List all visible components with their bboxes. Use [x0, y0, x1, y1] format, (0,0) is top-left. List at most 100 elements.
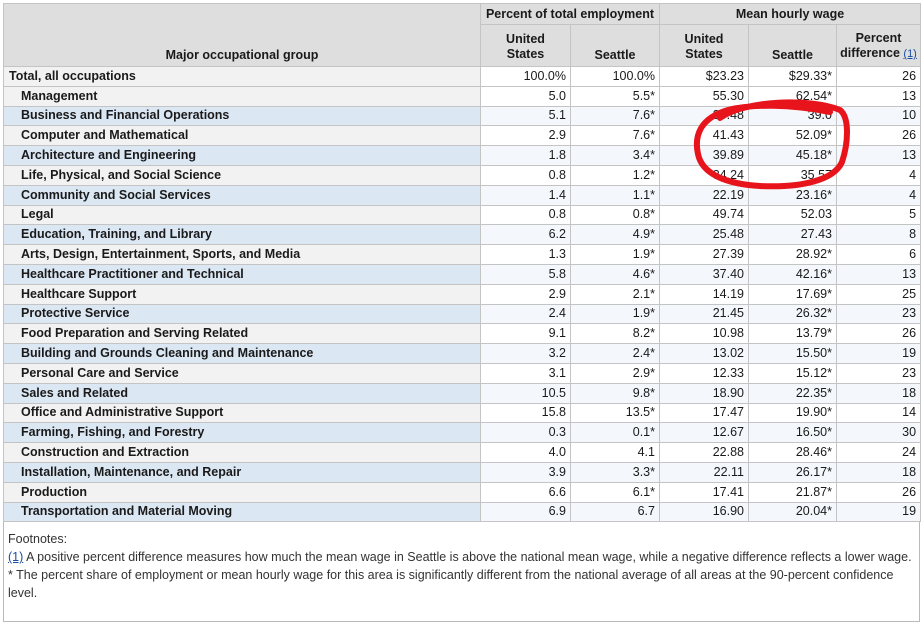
wage-us-cell: 55.30: [659, 85, 749, 107]
emp-seattle-cell: 2.9*: [570, 362, 660, 384]
header-wage-group: Mean hourly wage: [658, 3, 922, 25]
table-row: Personal Care and Service 3.1 2.9* 12.33 15.…: [3, 362, 922, 384]
wage-seattle-cell: 21.87*: [748, 481, 837, 503]
percent-difference-cell: 30: [835, 422, 922, 444]
percent-difference-cell: 26: [835, 125, 922, 147]
wage-us-cell: 12.67: [659, 422, 749, 444]
emp-us-cell: 1.3: [480, 244, 571, 265]
footnote-1-ref-link[interactable]: (1): [8, 550, 24, 565]
wage-seattle-cell: 26.32*: [748, 303, 837, 325]
header-emp-seattle: Seattle: [570, 24, 660, 67]
wage-seattle-cell: 23.16*: [748, 184, 837, 206]
emp-seattle-cell: 100.0%: [570, 66, 660, 87]
table-row: Arts, Design, Entertainment, Sports, and…: [3, 244, 922, 265]
wage-seattle-cell: 16.50*: [748, 422, 837, 444]
emp-seattle-cell: 13.5*: [570, 402, 660, 424]
header-major-group: Major occupational group: [3, 3, 481, 67]
emp-seattle-cell: 3.3*: [570, 461, 660, 483]
emp-us-cell: 5.0: [480, 85, 571, 107]
emp-seattle-cell: 2.1*: [570, 283, 660, 305]
percent-difference-cell: 8: [835, 224, 922, 246]
header-emp-us: United States: [480, 24, 571, 67]
header-percent-difference: Percent difference (1): [835, 24, 922, 67]
header-wage-us: United States: [659, 24, 749, 67]
percent-difference-cell: 13: [835, 263, 922, 285]
percent-difference-cell: 24: [835, 442, 922, 463]
percent-difference-cell: 25: [835, 283, 922, 305]
table-row: Architecture and Engineering 1.8 3.4* 39.89…: [3, 145, 922, 166]
emp-us-cell: 5.1: [480, 105, 571, 127]
occupation-name-cell: Healthcare Practitioner and Technical: [3, 263, 481, 285]
percent-difference-cell: 5: [835, 204, 922, 226]
table-row: Management 5.0 5.5* 55.30 62.54* 13: [3, 85, 922, 107]
emp-us-cell: 5.8: [480, 263, 571, 285]
wage-seattle-cell: 52.09*: [748, 125, 837, 147]
emp-us-cell: 6.6: [480, 481, 571, 503]
wage-us-cell: 27.39: [659, 244, 749, 265]
footnotes-section: Footnotes: (1) A positive percent differ…: [4, 522, 919, 602]
emp-seattle-cell: 1.9*: [570, 244, 660, 265]
emp-us-cell: 6.9: [480, 501, 571, 523]
wage-us-cell: 25.48: [659, 224, 749, 246]
wage-seattle-cell: 19.90*: [748, 402, 837, 424]
emp-seattle-cell: 4.9*: [570, 224, 660, 246]
table-row: Computer and Mathematical 2.9 7.6* 41.43 52.…: [3, 125, 922, 147]
table-row: Farming, Fishing, and Forestry 0.3 0.1* 12.…: [3, 422, 922, 444]
table-row: Education, Training, and Library 6.2 4.9* 2…: [3, 224, 922, 246]
occupational-wage-table: Major occupational group Percent of tota…: [3, 3, 922, 523]
wage-seattle-cell: 28.46*: [748, 442, 837, 463]
occupation-name-cell: Computer and Mathematical: [3, 125, 481, 147]
wage-us-cell: 12.33: [659, 362, 749, 384]
table-row: Life, Physical, and Social Science 0.8 1.2…: [3, 164, 922, 186]
wage-us-cell: 49.74: [659, 204, 749, 226]
emp-seattle-cell: 9.8*: [570, 382, 660, 404]
occupation-name-cell: Business and Financial Operations: [3, 105, 481, 127]
percent-difference-cell: 18: [835, 461, 922, 483]
wage-seattle-cell: 20.04*: [748, 501, 837, 523]
occupation-name-cell: Protective Service: [3, 303, 481, 325]
occupation-name-cell: Installation, Maintenance, and Repair: [3, 461, 481, 483]
wage-us-cell: $23.23: [659, 66, 749, 87]
table-row: Construction and Extraction 4.0 4.1 22.88 28…: [3, 442, 922, 463]
wage-table-panel: Major occupational group Percent of tota…: [3, 3, 922, 622]
wage-us-cell: 13.02: [659, 343, 749, 364]
table-row: Protective Service 2.4 1.9* 21.45 26.32* 23: [3, 303, 922, 325]
wage-us-cell: 14.19: [659, 283, 749, 305]
percent-difference-cell: 19: [835, 501, 922, 523]
header-percent-difference-label: Percent difference: [840, 31, 902, 60]
percent-difference-cell: 6: [835, 244, 922, 265]
footnotes-heading: Footnotes:: [8, 532, 68, 547]
occupation-name-cell: Life, Physical, and Social Science: [3, 164, 481, 186]
wage-us-cell: 10.98: [659, 323, 749, 345]
wage-seattle-cell: $29.33*: [748, 66, 837, 87]
wage-seattle-cell: 27.43: [748, 224, 837, 246]
occupation-name-cell: Office and Administrative Support: [3, 402, 481, 424]
emp-us-cell: 1.4: [480, 184, 571, 206]
footnote-1-link[interactable]: (1): [903, 48, 917, 60]
wage-seattle-cell: 35.57: [748, 164, 837, 186]
occupation-name-cell: Personal Care and Service: [3, 362, 481, 384]
wage-us-cell: 39.89: [659, 145, 749, 166]
percent-difference-cell: 13: [835, 145, 922, 166]
emp-seattle-cell: 0.8*: [570, 204, 660, 226]
occupation-name-cell: Healthcare Support: [3, 283, 481, 305]
percent-difference-cell: 4: [835, 184, 922, 206]
emp-seattle-cell: 5.5*: [570, 85, 660, 107]
table-row: Sales and Related 10.5 9.8* 18.90 22.35* 18: [3, 382, 922, 404]
wage-us-cell: 17.41: [659, 481, 749, 503]
occupation-name-cell: Arts, Design, Entertainment, Sports, and…: [3, 244, 481, 265]
table-row: Transportation and Material Moving 6.9 6.7…: [3, 501, 922, 523]
percent-difference-cell: 26: [835, 66, 922, 87]
emp-us-cell: 2.4: [480, 303, 571, 325]
emp-us-cell: 0.3: [480, 422, 571, 444]
emp-us-cell: 15.8: [480, 402, 571, 424]
wage-seattle-cell: 15.12*: [748, 362, 837, 384]
percent-difference-cell: 4: [835, 164, 922, 186]
emp-us-cell: 2.9: [480, 125, 571, 147]
occupation-name-cell: Transportation and Material Moving: [3, 501, 481, 523]
wage-seattle-cell: 52.03: [748, 204, 837, 226]
emp-us-cell: 4.0: [480, 442, 571, 463]
wage-seattle-cell: 15.50*: [748, 343, 837, 364]
percent-difference-cell: 14: [835, 402, 922, 424]
emp-us-cell: 3.2: [480, 343, 571, 364]
